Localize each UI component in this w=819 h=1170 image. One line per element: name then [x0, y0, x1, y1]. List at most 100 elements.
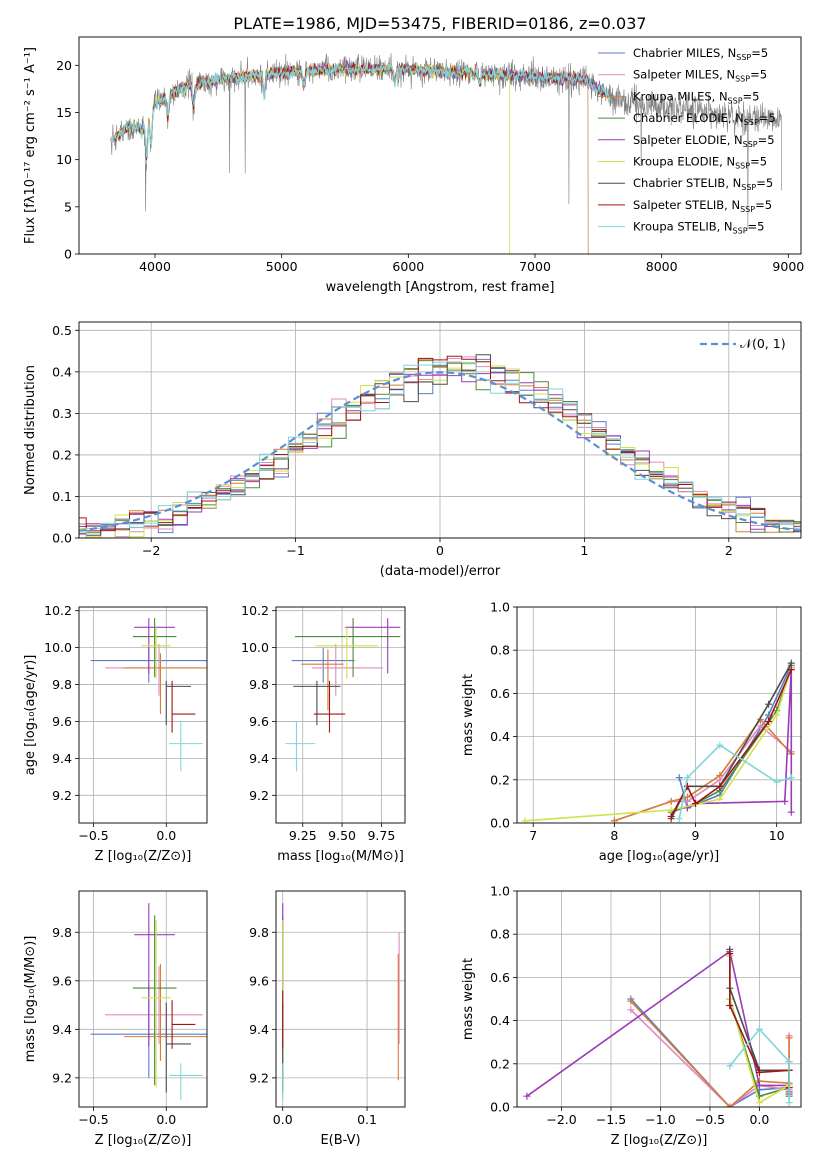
- x-axis-label: E(B-V): [320, 1133, 360, 1148]
- axes-frame: [516, 890, 802, 1108]
- x-tick-label: −0.5: [78, 828, 108, 843]
- legend-suffix: =5: [755, 198, 772, 212]
- y-tick-label: 0.5: [52, 323, 72, 338]
- y-tick-label: 0.2: [490, 772, 510, 787]
- mass-weight-marker: [610, 817, 618, 823]
- y-tick-label: 9.8: [249, 925, 269, 940]
- panel-residuals: −2 −1 0 1 2 0.0 0.1 0.2 0.3 0.4 0.5 (data-model)/er…: [23, 321, 802, 579]
- mass-weight-marker: [716, 782, 724, 790]
- x-tick-label: 6000: [392, 259, 424, 274]
- mass-weight-marker: [523, 1092, 531, 1100]
- histogram-step-line: [79, 355, 801, 533]
- x-tick-label: 10: [769, 828, 785, 843]
- ticks-weight-vs-Z: −2.0 −1.5 −1.0 −0.5 0.0 0.0 0.2 0.4 0.6 0.8 1.0: [490, 884, 769, 1128]
- legend-name: Kroupa MILES, N: [633, 89, 728, 103]
- legend-name: Chabrier MILES, N: [633, 46, 736, 60]
- mass-weight-line: [614, 718, 792, 822]
- y-tick-label: 0.4: [490, 1013, 510, 1028]
- y-tick-label: 0.8: [490, 643, 510, 658]
- x-axis-label: Z [log₁₀(Z/Z⊙)]: [611, 1133, 708, 1148]
- axes-frame: [78, 36, 802, 255]
- mass-weight-marker: [773, 778, 781, 786]
- legend-sub: SSP: [744, 118, 759, 127]
- plot-area-mass-vs-ebv: [276, 891, 405, 1107]
- ticks-age-vs-mass: 9.25 9.50 9.75 9.2 9.4 9.6 9.8 10.0 10.2: [241, 603, 395, 843]
- x-tick-label: 9: [692, 828, 700, 843]
- y-tick-label: 9.2: [52, 788, 72, 803]
- mass-weight-marker: [787, 659, 795, 667]
- legend-suffix: =5: [750, 155, 767, 169]
- mass-weight-marker: [781, 797, 789, 805]
- x-tick-label: 1: [580, 543, 588, 558]
- legend-sub: SSP: [736, 53, 751, 62]
- mass-weight-marker: [716, 771, 724, 779]
- legend-name: Salpeter STELIB, N: [633, 198, 740, 212]
- mass-weight-line: [614, 724, 792, 822]
- mass-weight-marker: [755, 1068, 763, 1076]
- mass-weight-marker: [683, 793, 691, 801]
- mass-weight-marker: [765, 700, 773, 708]
- ticks-spectrum: 4000 5000 6000 7000 8000 9000 0 5 10 15 20: [56, 58, 804, 274]
- y-tick-label: 9.8: [249, 677, 269, 692]
- y-tick-label: 10.2: [241, 603, 269, 618]
- y-tick-label: 1.0: [490, 884, 510, 899]
- y-tick-label: 0.0: [52, 531, 72, 546]
- x-axis-label: wavelength [Angstrom, rest frame]: [326, 280, 555, 295]
- axes-frame: [275, 606, 406, 824]
- mass-weight-marker: [755, 1081, 763, 1089]
- mass-weight-marker: [627, 1006, 635, 1014]
- y-tick-label: 9.8: [52, 677, 72, 692]
- panel-spectrum: 4000 5000 6000 7000 8000 9000 0 5 10 15 20 waveleng…: [23, 36, 804, 295]
- legend-sub: SSP: [740, 205, 755, 214]
- axes-frame: [275, 890, 406, 1108]
- x-tick-label: −1.0: [645, 1112, 675, 1127]
- y-tick-label: 9.4: [249, 1022, 269, 1037]
- legend-entry: Salpeter STELIB, NSSP=5: [633, 198, 772, 214]
- y-tick-label: 0.6: [490, 970, 510, 985]
- y-tick-label: 10.0: [241, 640, 269, 655]
- y-tick-label: 9.4: [52, 1022, 72, 1037]
- legend-suffix: =5: [758, 133, 775, 147]
- plot-area-weight-vs-Z: [517, 891, 801, 1107]
- x-tick-label: 0.0: [749, 1112, 769, 1127]
- grid-age-vs-Z: [79, 607, 207, 823]
- mass-weight-marker: [726, 1001, 734, 1009]
- mass-weight-marker: [785, 1034, 793, 1042]
- mass-weight-marker: [675, 815, 683, 823]
- y-tick-label: 10.0: [44, 640, 72, 655]
- legend-entry: Kroupa ELODIE, NSSP=5: [633, 155, 767, 171]
- histogram-step-line: [79, 354, 801, 536]
- ticks-mass-vs-ebv: 0.0 0.1 9.2 9.4 9.6 9.8: [249, 925, 377, 1127]
- y-tick-label: 0.0: [490, 816, 510, 831]
- panel-mass-vs-ebv: 0.0 0.1 9.2 9.4 9.6 9.8 E(B-V): [249, 890, 406, 1148]
- x-axis-label: (data-model)/error: [380, 564, 501, 579]
- legend-entry: Salpeter MILES, NSSP=5: [633, 68, 767, 84]
- mass-weight-marker: [627, 997, 635, 1005]
- mass-weight-marker: [675, 774, 683, 782]
- x-tick-label: 9.75: [367, 828, 395, 843]
- spectrum-data-line: [110, 53, 783, 230]
- y-tick-label: 9.6: [249, 973, 269, 988]
- mass-weight-line: [729, 1027, 790, 1103]
- legend-name: Kroupa STELIB, N: [633, 220, 733, 234]
- y-tick-label: 0.4: [52, 364, 72, 379]
- legend: 𝒩(0, 1): [700, 336, 786, 351]
- y-axis-label: mass weight: [461, 958, 476, 1040]
- mass-weight-marker: [667, 806, 675, 814]
- y-tick-label: 0.8: [490, 927, 510, 942]
- legend-sub: SSP: [735, 75, 750, 84]
- mass-weight-marker: [667, 797, 675, 805]
- plot-area-age-vs-mass: [276, 607, 405, 823]
- mass-weight-marker: [521, 817, 529, 823]
- mass-weight-marker: [787, 666, 795, 674]
- mass-weight-line: [526, 950, 790, 1097]
- mass-weight-marker: [716, 741, 724, 749]
- y-tick-label: 0: [64, 247, 72, 262]
- mass-weight-marker: [667, 813, 675, 821]
- legend-name: Chabrier STELIB, N: [633, 176, 741, 190]
- x-tick-label: −1.5: [596, 1112, 626, 1127]
- gaussian-reference-line: [79, 371, 801, 532]
- y-tick-label: 0.2: [52, 447, 72, 462]
